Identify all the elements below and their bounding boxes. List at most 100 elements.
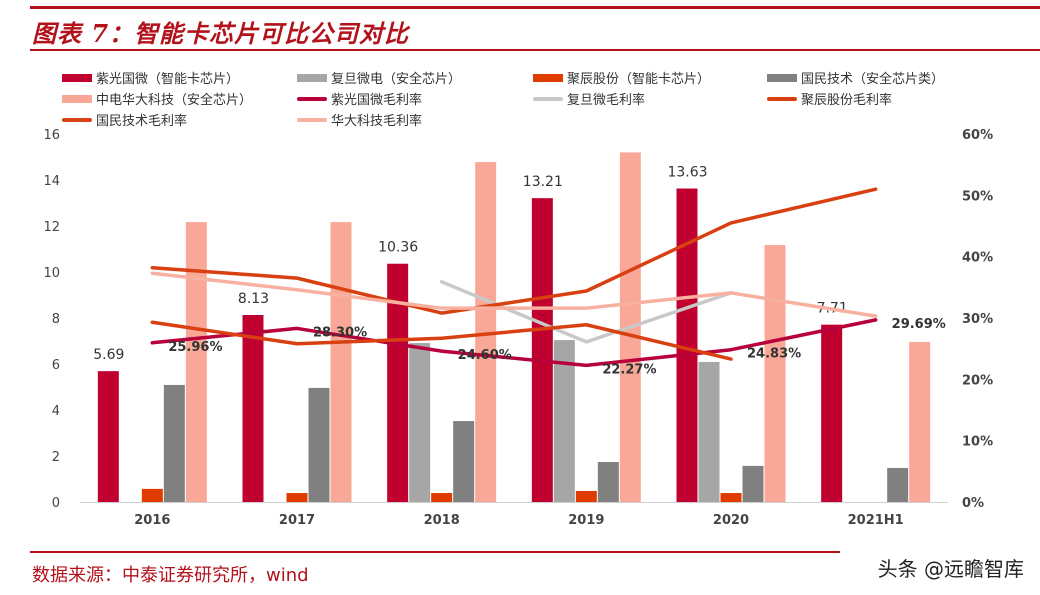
line-data-label: 24.60% [458, 348, 512, 363]
legend-swatch [297, 96, 327, 101]
y-left-tick-label: 2 [52, 450, 60, 465]
bottom-rule [30, 551, 840, 553]
x-tick-label: 2017 [279, 513, 315, 528]
legend-swatch [767, 96, 797, 101]
bar [242, 315, 264, 502]
y-left-tick-label: 10 [43, 266, 60, 281]
top-rule [30, 6, 1040, 9]
legend-item: 复旦微电（安全芯片） [297, 68, 461, 87]
bar-data-label: 10.36 [378, 240, 418, 256]
bar-data-label: 8.13 [238, 291, 269, 307]
bar [330, 222, 352, 502]
bar [764, 245, 786, 502]
bar [909, 341, 931, 502]
bar [453, 421, 475, 502]
legend-swatch [533, 73, 563, 82]
bar [742, 465, 764, 502]
y-right-tick-label: 50% [962, 189, 993, 204]
bar [387, 263, 409, 502]
bar-data-label: 13.21 [523, 174, 563, 190]
legend-item: 聚辰股份（智能卡芯片） [533, 68, 710, 87]
line-data-label: 22.27% [602, 362, 656, 377]
legend-swatch [533, 96, 563, 101]
bar [531, 198, 553, 503]
y-right-tick-label: 20% [962, 373, 993, 388]
x-tick-label: 2019 [568, 513, 604, 528]
y-left-tick-label: 4 [52, 404, 60, 419]
legend-label: 复旦微电（安全芯片） [331, 72, 462, 87]
legend-item: 中电华大科技（安全芯片） [62, 89, 252, 108]
page-title: 图表 7：智能卡芯片可比公司对比 [32, 19, 410, 48]
x-tick-label: 2021H1 [848, 513, 904, 528]
legend-label: 紫光国微（智能卡芯片） [96, 72, 240, 87]
legend-item: 华大科技毛利率 [297, 110, 422, 129]
bar [286, 493, 308, 502]
legend-swatch [767, 73, 797, 82]
line-data-label: 24.83% [747, 347, 801, 362]
y-right-tick-label: 10% [962, 435, 993, 450]
legend-item: 复旦微毛利率 [533, 89, 645, 108]
y-right-tick-label: 0% [962, 496, 984, 511]
bar [575, 490, 597, 502]
line-series [150, 187, 878, 315]
bar [720, 493, 742, 502]
y-right-tick-label: 60% [962, 128, 993, 143]
bar [141, 488, 163, 502]
title-underline [30, 49, 1040, 51]
legend-swatch [297, 73, 327, 82]
bar [698, 361, 720, 502]
legend-label: 聚辰股份毛利率 [801, 93, 893, 108]
legend-label: 中电华大科技（安全芯片） [96, 93, 253, 108]
y-left-tick-label: 14 [43, 174, 60, 189]
bar [676, 188, 698, 502]
legend-label: 国民技术毛利率 [96, 114, 188, 129]
y-left-tick-label: 6 [52, 358, 60, 373]
y-right-tick-label: 40% [962, 251, 993, 266]
bar [185, 222, 207, 502]
bar [553, 340, 575, 502]
y-left-tick-label: 12 [43, 220, 60, 235]
bar [887, 467, 909, 502]
y-right-tick-label: 30% [962, 312, 993, 327]
y-left-tick-label: 0 [52, 496, 60, 511]
bar [821, 324, 843, 502]
legend-label: 国民技术（安全芯片类） [801, 72, 945, 87]
legend-swatch [62, 73, 92, 82]
legend-swatch [62, 94, 92, 103]
bar [475, 162, 497, 502]
legend-label: 华大科技毛利率 [331, 114, 423, 129]
legend-item: 聚辰股份毛利率 [767, 89, 892, 108]
line-series [150, 271, 878, 318]
x-tick-label: 2018 [424, 513, 460, 528]
bar [308, 387, 330, 502]
bar [431, 493, 453, 502]
watermark: 头条 @远瞻智库 [877, 557, 1024, 581]
y-left-tick-label: 8 [52, 312, 60, 327]
bar [163, 384, 185, 502]
line-series [150, 318, 878, 368]
x-tick-label: 2016 [134, 513, 170, 528]
legend-label: 紫光国微毛利率 [331, 93, 423, 108]
bar [97, 371, 119, 502]
line-data-label: 29.69% [892, 317, 946, 332]
line-series [439, 280, 733, 344]
y-left-tick-label: 16 [43, 128, 60, 143]
line-data-label: 28.30% [313, 325, 367, 340]
bar-data-label: 5.69 [93, 347, 124, 363]
legend-swatch [297, 117, 327, 122]
bar-data-label: 13.63 [667, 165, 707, 181]
legend-label: 复旦微毛利率 [567, 93, 646, 108]
legend-item: 紫光国微（智能卡芯片） [62, 68, 239, 87]
x-tick-label: 2020 [713, 513, 749, 528]
source-note: 数据来源：中泰证券研究所，wind [32, 565, 309, 586]
line-series [150, 320, 733, 361]
line-data-label: 25.96% [168, 340, 222, 355]
legend-label: 聚辰股份（智能卡芯片） [567, 72, 711, 87]
legend-swatch [62, 117, 92, 122]
legend-item: 紫光国微毛利率 [297, 89, 422, 108]
bar [597, 461, 619, 502]
bar [409, 343, 431, 502]
legend-item: 国民技术毛利率 [62, 110, 187, 129]
legend-item: 国民技术（安全芯片类） [767, 68, 944, 87]
